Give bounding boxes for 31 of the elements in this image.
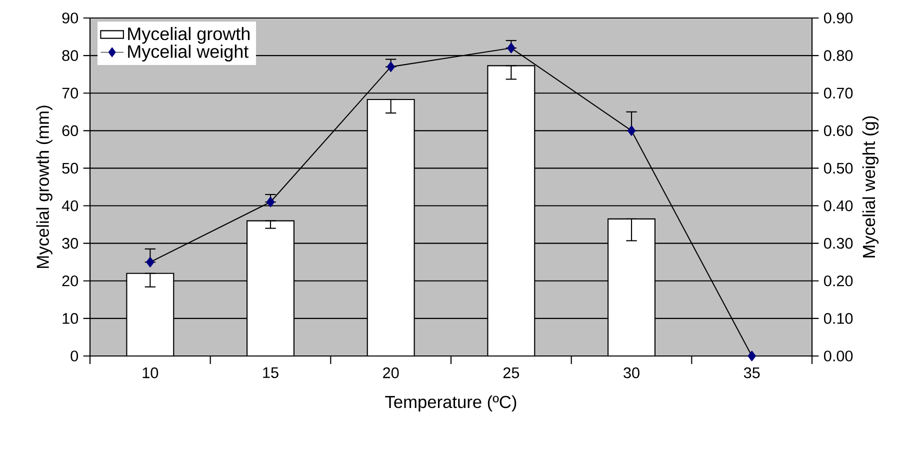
y-tick-label: 10: [62, 313, 78, 324]
x-tick-label: 35: [744, 367, 760, 378]
y2-tick-label: 0.20: [824, 275, 853, 286]
x-tick-label: 25: [503, 367, 520, 378]
x-tick-label: 20: [383, 367, 399, 378]
x-tick-label: 30: [624, 367, 640, 378]
y-tick-label: 60: [62, 125, 78, 136]
y-axis-title: Mycelial growth (mm): [36, 106, 52, 268]
y-tick-label: 20: [62, 275, 78, 286]
legend-label: Mycelial growth: [128, 26, 250, 44]
y2-tick-label: 0.90: [824, 12, 853, 24]
y-tick-label: 70: [62, 88, 78, 99]
y2-tick-label: 0.00: [824, 350, 853, 362]
y-tick-label: 50: [62, 162, 78, 174]
y2-tick-label: 0.40: [824, 200, 853, 212]
y2-tick-label: 0.60: [824, 125, 853, 136]
y2-tick-label: 0.30: [824, 238, 853, 249]
y-tick-label: 90: [62, 12, 78, 24]
y-tick-label: 0: [70, 350, 78, 362]
x-tick-label: 10: [142, 367, 158, 378]
legend-label: Mycelial weight: [128, 44, 249, 62]
y2-tick-label: 0.70: [824, 88, 853, 99]
y2-axis-title: Mycelial weight (g): [862, 116, 879, 258]
y2-tick-label: 0.80: [824, 50, 853, 61]
x-tick-label: 15: [263, 367, 278, 378]
y-tick-label: 80: [62, 50, 78, 61]
y2-tick-label: 0.10: [824, 313, 853, 324]
y-tick-label: 40: [62, 200, 78, 212]
x-axis-title: Temperature (ºC): [385, 395, 516, 412]
y-tick-label: 30: [62, 238, 78, 249]
y2-tick-label: 0.50: [824, 162, 853, 174]
